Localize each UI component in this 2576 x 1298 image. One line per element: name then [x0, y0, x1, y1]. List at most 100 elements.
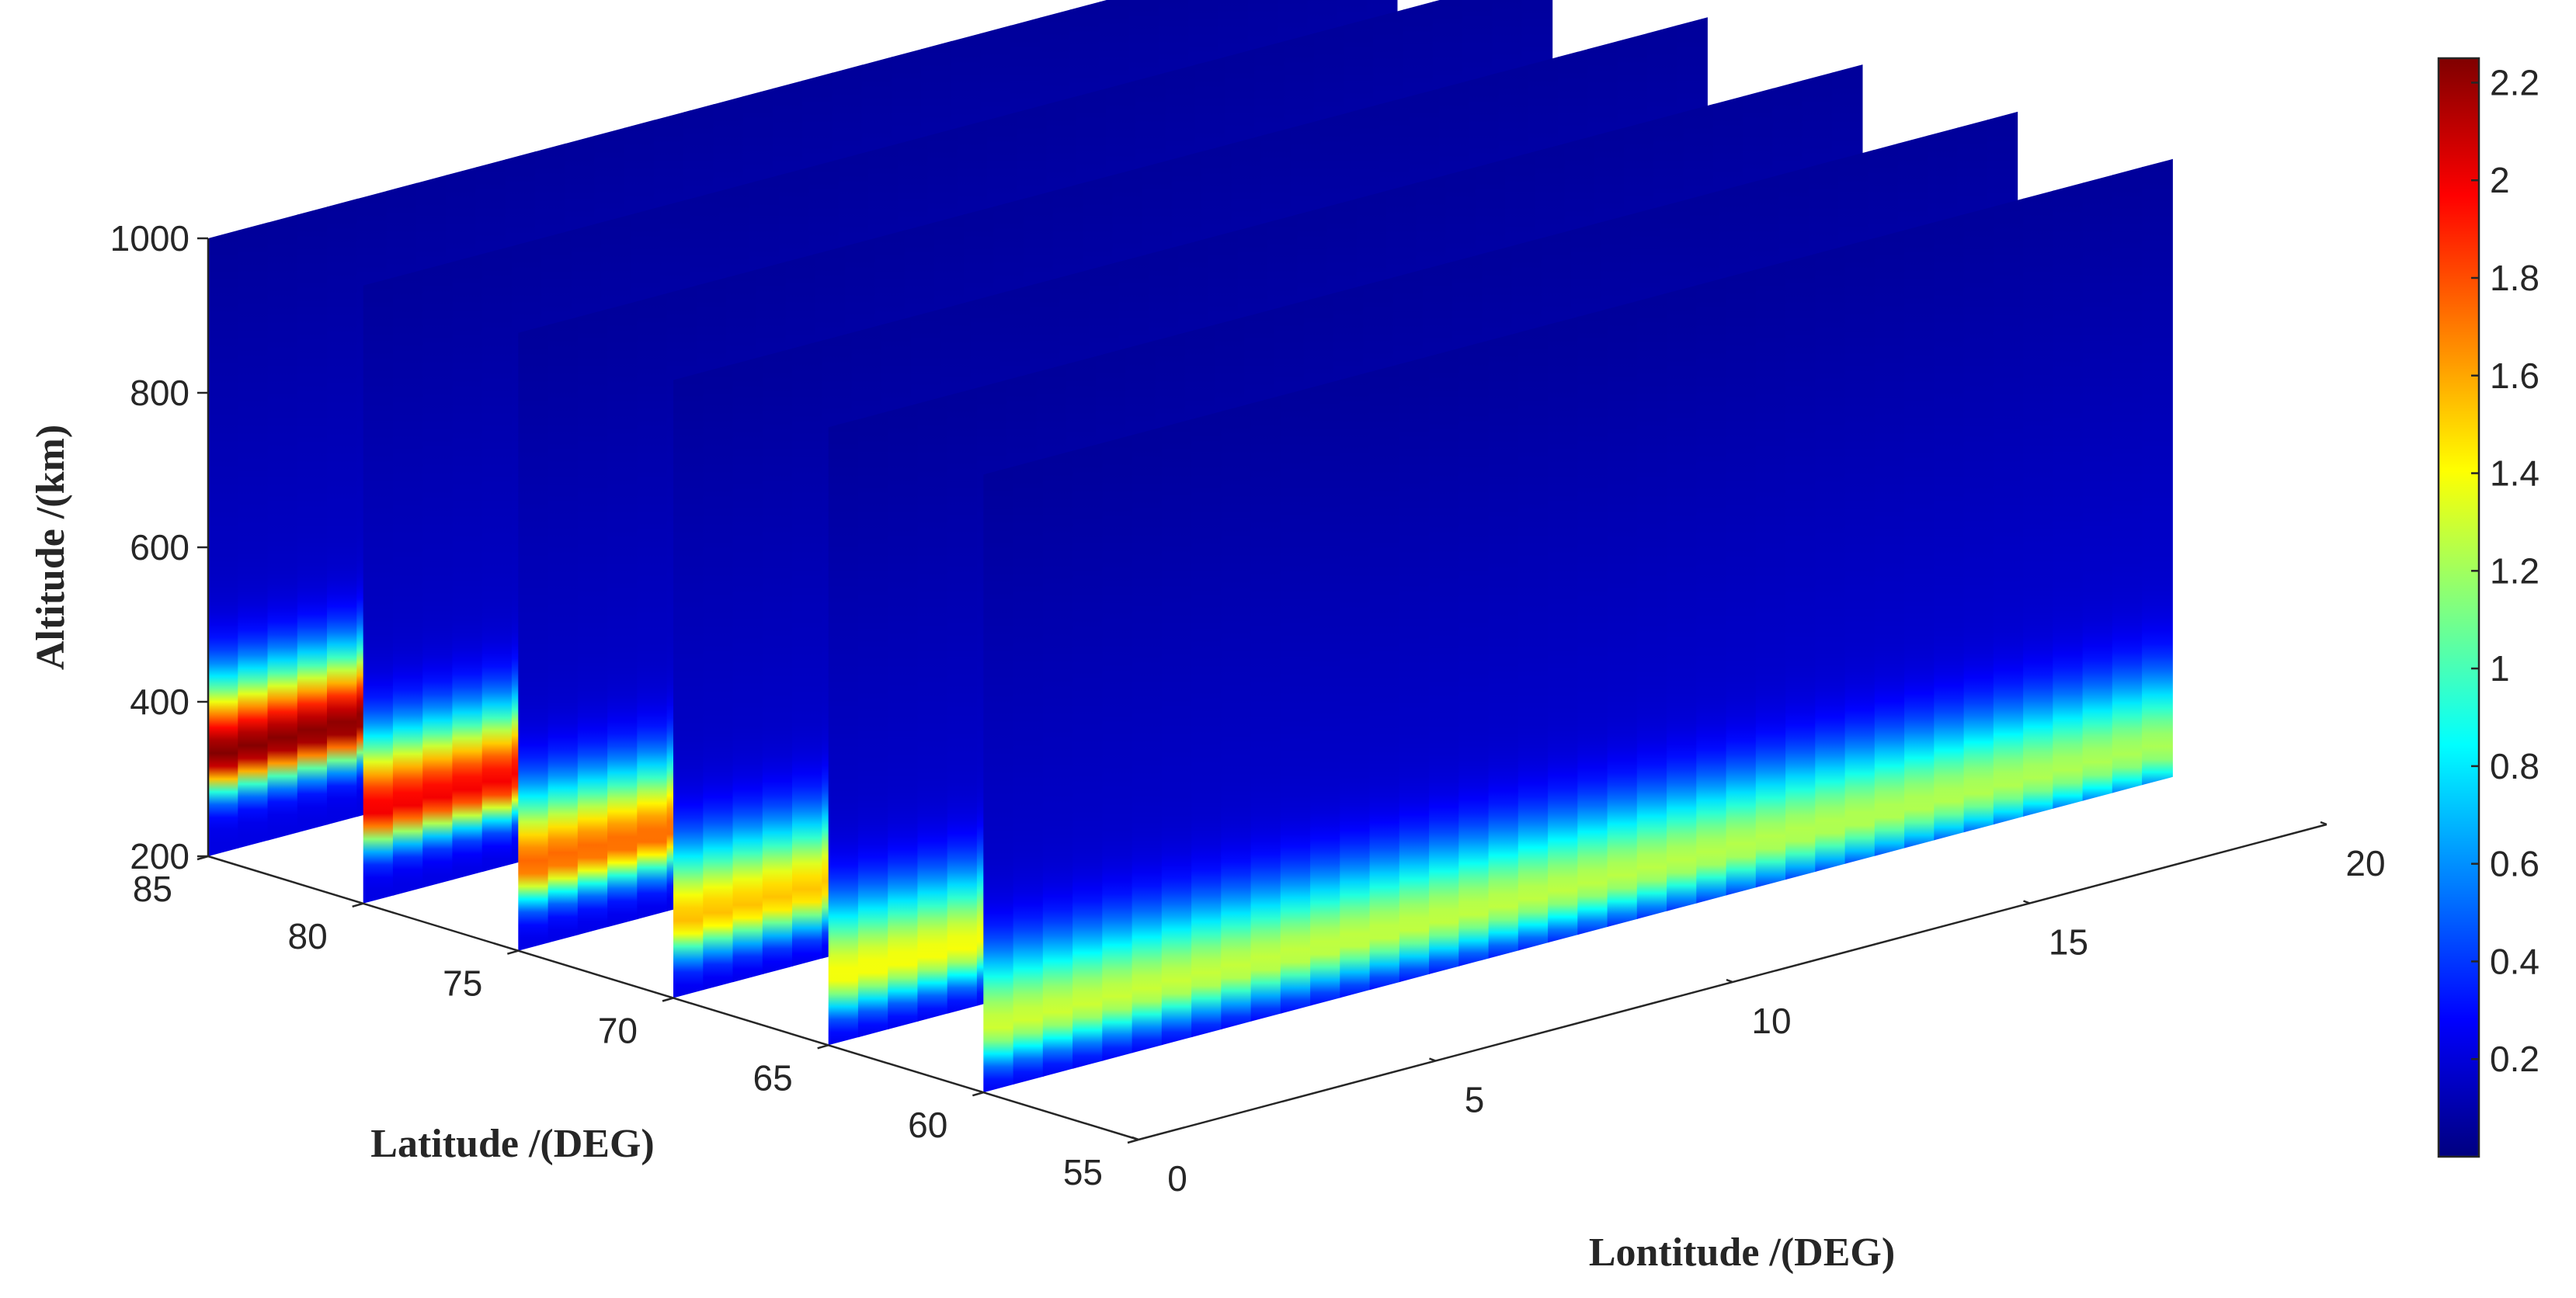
slice-lat-80-strip [481, 245, 513, 873]
slice-lat-60-strip [1488, 332, 1520, 959]
colorbar-tick-label: 1.6 [2490, 356, 2539, 396]
slice-lat-60-strip [1667, 285, 1698, 911]
slice-lat-60-strip [1636, 293, 1668, 919]
slice-lat-60-strip [1042, 450, 1074, 1077]
slice-lat-60-strip [1577, 308, 1609, 935]
slice-lat-60-strip [2053, 182, 2084, 809]
latitude-axis-title: Latitude /(DEG) [370, 1122, 654, 1166]
slice-lat-60-strip [1221, 403, 1253, 1029]
slice-lat-70-strip [673, 371, 704, 998]
slice-lat-60-strip [1458, 340, 1490, 967]
slice-lat-60 [983, 158, 2173, 1093]
altitude-tick-label: 400 [130, 682, 189, 722]
slice-lat-60-strip [2112, 166, 2143, 793]
longitude-tick-label: 0 [1167, 1158, 1187, 1199]
slice-lat-65-strip [857, 411, 889, 1038]
colorbar-tick-label: 0.6 [2490, 844, 2539, 884]
slice-lat-80-strip [392, 269, 424, 896]
slice-lat-75-strip [518, 324, 550, 951]
slice-lat-60-strip [1310, 380, 1341, 1006]
longitude-tick-label: 5 [1465, 1080, 1485, 1120]
slice-lat-60-strip [1815, 245, 1847, 872]
colorbar-tick-label: 1.8 [2490, 258, 2539, 298]
latitude-tick-mark [817, 1044, 829, 1050]
slice-lat-60-strip [1696, 277, 1728, 904]
colorbar-tick-label: 0.4 [2490, 941, 2539, 981]
slices-layer [208, 0, 2173, 1093]
slice-lat-70-strip [703, 363, 734, 991]
slice-lat-80-strip [452, 253, 484, 880]
slice-lat-60-strip [1517, 324, 1549, 951]
slice-lat-60-strip [1369, 363, 1401, 991]
longitude-tick-mark [2023, 900, 2030, 904]
latitude-tick-mark [506, 949, 519, 955]
slice-lat-60-strip [1904, 222, 1935, 849]
slice-lat-60-strip [2023, 190, 2054, 817]
longitude-tick-label: 15 [2049, 922, 2088, 963]
slice-lat-60-strip [1874, 230, 1906, 856]
slice-lat-60-strip [1340, 371, 1371, 998]
slice-lat-75-strip [548, 317, 579, 943]
slice-lat-60-strip [1429, 348, 1460, 974]
slice-lat-80-strip [363, 277, 395, 904]
longitude-tick-mark [2320, 821, 2327, 826]
colorbar-tick-label: 0.2 [2490, 1039, 2539, 1079]
slice-lat-85-strip [327, 198, 358, 825]
slice-lat-65-strip [947, 387, 979, 1014]
slice-lat-60-strip [1161, 418, 1193, 1046]
latitude-tick-label: 65 [753, 1057, 792, 1098]
latitude-tick-label: 85 [133, 869, 172, 909]
slice-lat-60-strip [1726, 269, 1757, 896]
slice-lat-85-strip [208, 230, 239, 856]
slice-lat-80-strip [422, 262, 454, 888]
longitude-tick-label: 10 [1751, 1001, 1791, 1041]
slice-lat-60-strip [2082, 175, 2114, 801]
latitude-tick-mark [662, 997, 674, 1002]
altitude-tick-label: 800 [130, 373, 189, 413]
slice-lat-65-strip [917, 395, 949, 1022]
slice-lat-60-strip [1844, 238, 1876, 864]
colorbar-tick-label: 0.8 [2490, 746, 2539, 786]
slice-lat-60-strip [2142, 158, 2173, 786]
slice-lat-60-strip [1102, 435, 1134, 1061]
slice-lat-70-strip [762, 348, 794, 974]
altitude-tick-label: 200 [130, 836, 189, 876]
altitude-axis-title: Altitude /(km) [29, 425, 73, 670]
latitude-tick-mark [352, 902, 364, 908]
colorbar-tick-label: 2 [2490, 160, 2510, 200]
longitude-tick-mark [1726, 978, 1733, 984]
slice-lat-60-strip [1548, 316, 1579, 943]
slice-lat-60-strip [1280, 387, 1312, 1014]
slice-lat-60-strip [1191, 411, 1222, 1038]
latitude-tick-mark [1127, 1138, 1139, 1144]
slice-lat-70-strip [792, 340, 823, 967]
slice-lat-60-strip [1963, 206, 1995, 833]
slice-lat-75-strip [577, 308, 609, 935]
latitude-tick-label: 70 [598, 1011, 638, 1051]
slice-lat-60-strip [1755, 261, 1787, 888]
colorbar-tick-label: 1.2 [2490, 550, 2539, 591]
slice-lat-75-strip [607, 300, 638, 928]
slice-lat-65-strip [828, 418, 860, 1046]
slice-lat-60-strip [1072, 442, 1104, 1069]
slice-lat-85-strip [297, 206, 329, 833]
colorbar-frame [2437, 57, 2480, 1158]
slice-lat-60-strip [983, 466, 1015, 1093]
longitude-axis-title: Lontitude /(DEG) [1589, 1230, 1895, 1275]
colorbar-tick-label: 1 [2490, 648, 2510, 689]
latitude-tick-mark [972, 1091, 984, 1097]
slice-lat-60-strip [1013, 458, 1045, 1085]
slice-lat-60-strip [1250, 395, 1282, 1022]
slice-lat-75-strip [637, 293, 669, 920]
slice-lat-60-strip [1993, 198, 2025, 825]
axes-layer: 200 400 600 800 1000 55 60 65 70 75 80 85 0 5 10 15 20 Al… [29, 218, 2386, 1275]
latitude-tick-label: 60 [908, 1105, 947, 1145]
colorbar-gradient [2439, 58, 2479, 1157]
colorbar: 0.2 0.4 0.6 0.8 1 1.2 1.4 1.6 1.8 2 2.2 [2437, 57, 2539, 1158]
longitude-tick-label: 20 [2345, 843, 2385, 883]
colorbar-tick-label: 1.4 [2490, 453, 2539, 494]
latitude-tick-label: 80 [287, 916, 327, 956]
slice-lat-60-strip [1785, 253, 1816, 880]
altitude-tick-label: 1000 [110, 218, 189, 259]
